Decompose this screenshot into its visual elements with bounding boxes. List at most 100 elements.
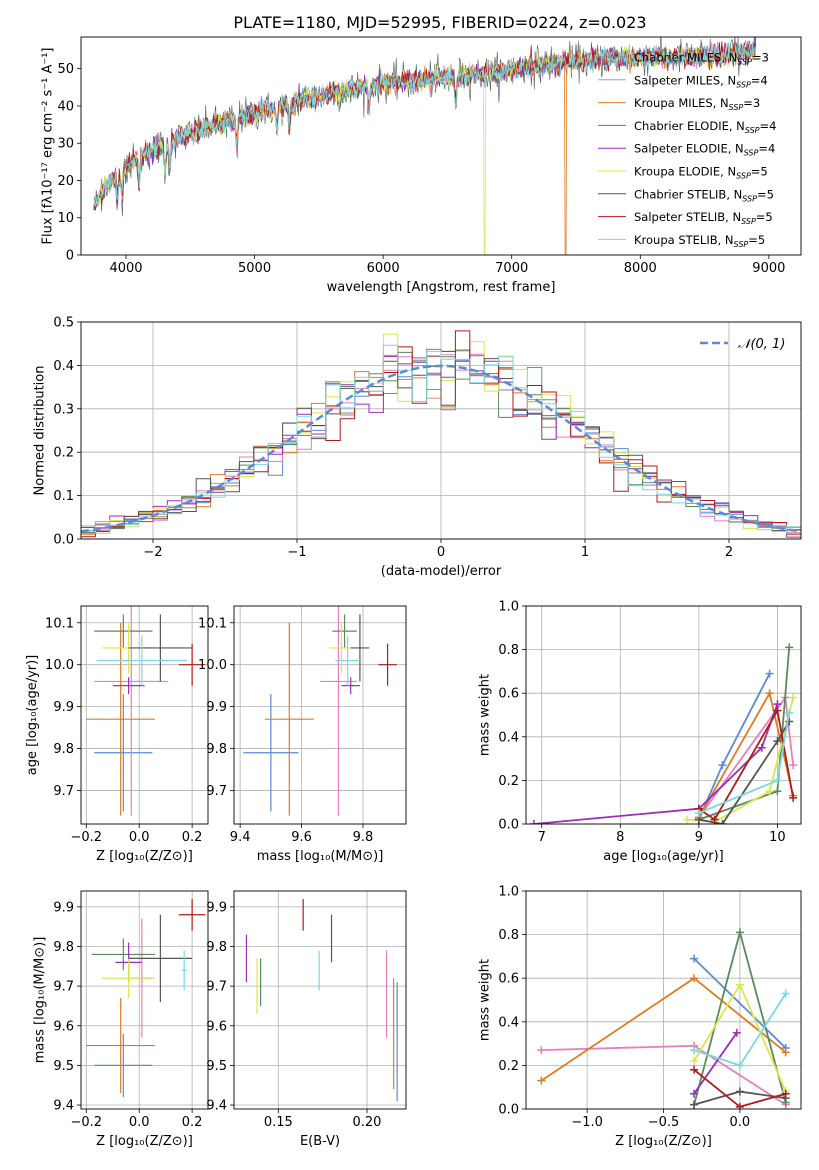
y-axis-label: Flux [fλ10⁻¹⁷ erg cm⁻² s⁻¹ A⁻¹] [40,47,55,244]
weight-marker [718,820,727,824]
y-tick-label: 40 [57,99,74,114]
weight-marker [690,1089,699,1098]
legend-entry: Kroupa STELIB, NSSP=5 [634,233,765,249]
legend-entry: Kroupa MILES, NSSP=3 [634,96,760,112]
weight-marker [773,706,782,715]
y-tick-label: 0.4 [498,1015,519,1030]
legend-entry: Chabrier MILES, NSSP=3 [634,51,769,67]
y-tick-label: 9.9 [206,700,227,715]
weight-line-7 [698,708,794,821]
weight-marker [735,1087,744,1096]
panel-spectrum: 4000 5000 6000 7000 8000 9000 0 10 20 30 40 50 wavel… [40,36,802,295]
x-tick-label: 7000 [495,261,528,276]
weight-line-4 [533,703,779,824]
y-axis-label: mass weight [478,959,493,1041]
weight-marker [690,974,699,983]
weight-marker [765,787,774,796]
weight-line-0 [693,957,787,1049]
y-tick-label: 0.0 [498,1103,519,1118]
weight-marker [690,1100,699,1109]
plot-area [86,606,206,816]
y-tick-label: 9.9 [53,700,74,715]
x-tick-label: −0.5 [648,1115,680,1130]
x-tick-label: 7 [538,830,546,845]
y-tick-label: 0.8 [498,928,519,943]
weight-marker [683,815,692,824]
x-tick-label: −1 [287,545,306,560]
spectrum-line-8 [93,41,757,207]
legend-sub: SSP [744,149,759,158]
axes-frame [233,890,407,1110]
legend-entry: Salpeter STELIB, NSSP=5 [634,210,773,226]
y-tick-label: 0.3 [53,402,74,417]
legend-sub: SSP [736,172,751,181]
y-tick-label: 9.5 [206,1059,227,1074]
weight-marker [732,1028,741,1037]
weight-marker [735,1102,744,1109]
axes-frame [80,605,209,825]
panel-z-weight: −1.0 −0.5 0.0 0.0 0.2 0.4 0.6 0.8 1.0 Z [log₁₀(Z/… [478,885,802,1149]
legend-n: =5 [756,210,773,224]
legend-n: =3 [752,51,769,65]
legend-sub: SSP [741,217,756,226]
y-tick-label: 9.5 [53,1059,74,1074]
weight-line-4 [693,1032,738,1095]
y-tick-label: 9.7 [206,980,227,995]
x-tick-label: 10 [769,830,786,845]
plot-area [245,898,398,1102]
gaussian-curve [81,364,801,533]
x-tick-label: 6000 [367,261,400,276]
y-tick-label: 1.0 [498,885,519,900]
axes-frame [80,36,802,256]
weight-marker [690,954,699,963]
figure-title: PLATE=1180, MJD=52995, FIBERID=0224, z=0… [233,13,646,32]
x-tick-label: 0.15 [264,1115,293,1130]
weight-marker [781,1048,790,1057]
y-tick-label: 1.0 [498,600,519,615]
plot-area [537,928,790,1109]
y-tick-label: 10.1 [45,616,74,631]
legend-n: =5 [751,165,768,179]
legend-entry: Chabrier STELIB, NSSP=5 [634,187,774,203]
weight-marker [765,669,774,678]
weight-marker [735,1061,744,1070]
weight-marker [529,820,538,824]
legend-entry: 𝒩(0, 1) [738,337,785,352]
y-tick-label: 9.8 [53,940,74,955]
axes-frame [233,605,407,825]
legend-sub: SSP [736,80,751,89]
x-tick-label: 0.20 [353,1115,382,1130]
y-tick-label: 0.2 [53,446,74,461]
y-tick-label: 9.9 [206,900,227,915]
weight-marker [789,793,798,802]
y-tick-label: 10.1 [198,616,227,631]
legend-sub: SSP [742,194,757,203]
x-tick-label: 9 [695,830,703,845]
legend-n: =4 [758,142,775,156]
x-axis-label: (data-model)/error [381,564,502,579]
weight-marker [773,776,782,785]
y-tick-label: 0.8 [498,643,519,658]
y-tick-label: 0.0 [53,533,74,548]
legend-n: =5 [748,233,765,247]
y-tick-label: 20 [57,174,74,189]
y-tick-label: 10 [57,211,74,226]
legend-n: =3 [743,96,760,110]
weight-marker [765,689,774,698]
panel-residuals: −2 −1 0 1 2 0.0 0.1 0.2 0.3 0.4 0.5 (data-model)/er… [33,316,802,579]
x-axis-label: Z [log₁₀(Z/Z⊙)] [615,1134,712,1149]
plot-area [243,606,397,816]
weight-marker [735,928,744,937]
legend-entry: Chabrier ELODIE, NSSP=4 [634,119,776,135]
x-tick-label: −0.2 [71,830,103,845]
plot-area [93,37,757,255]
y-tick-label: 0.1 [53,489,74,504]
y-tick-label: 9.4 [206,1099,227,1114]
x-tick-label: 0.0 [129,1115,150,1130]
weight-marker [718,761,727,770]
x-tick-label: 1 [581,545,589,560]
x-tick-label: 8 [616,830,624,845]
x-axis-label: E(B-V) [300,1134,340,1149]
y-tick-label: 50 [57,62,74,77]
x-axis-label: Z [log₁₀(Z/Z⊙)] [96,1134,193,1149]
